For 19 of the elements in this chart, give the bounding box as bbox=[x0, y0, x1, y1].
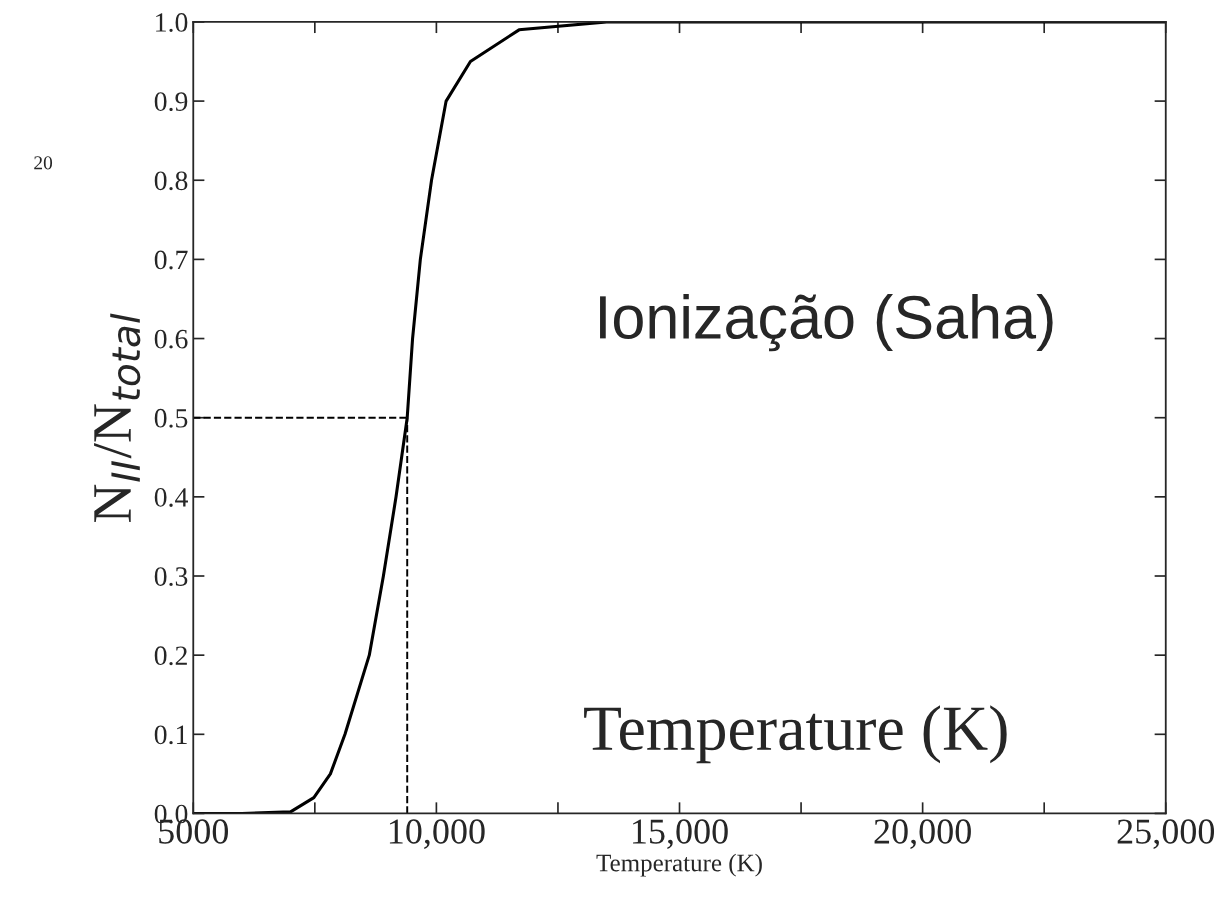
x-tick-label: 25,000 bbox=[1117, 819, 1215, 849]
y-tick-label: 0.1 bbox=[154, 725, 187, 745]
y-tick-label: 0.4 bbox=[154, 488, 188, 507]
y-axis-title: N$_{II}$/N$_{total}$ bbox=[94, 313, 141, 522]
x-tick-label: 15,000 bbox=[633, 819, 728, 849]
x-tick-label: 10,000 bbox=[389, 819, 485, 849]
y-tick-label: 0.8 bbox=[154, 171, 188, 191]
y-tick-label: 0.3 bbox=[154, 567, 188, 587]
y-tick-label: 0.6 bbox=[154, 329, 188, 349]
annotation: Temperature (K) bbox=[584, 705, 1007, 764]
text: 20 bbox=[34, 156, 53, 170]
x-axis-title: Temperature (K) bbox=[596, 853, 762, 877]
annotation: Ionização (Saha) bbox=[600, 294, 1053, 352]
y-tick-label: 1.0 bbox=[156, 13, 188, 32]
y-tick-label: 0.9 bbox=[154, 92, 188, 112]
x-tick-label: 20,000 bbox=[874, 819, 971, 849]
y-tick-label: 0.2 bbox=[154, 646, 187, 666]
y-tick-label: 0.5 bbox=[154, 408, 188, 428]
y-tick-label: 0.7 bbox=[154, 250, 188, 270]
